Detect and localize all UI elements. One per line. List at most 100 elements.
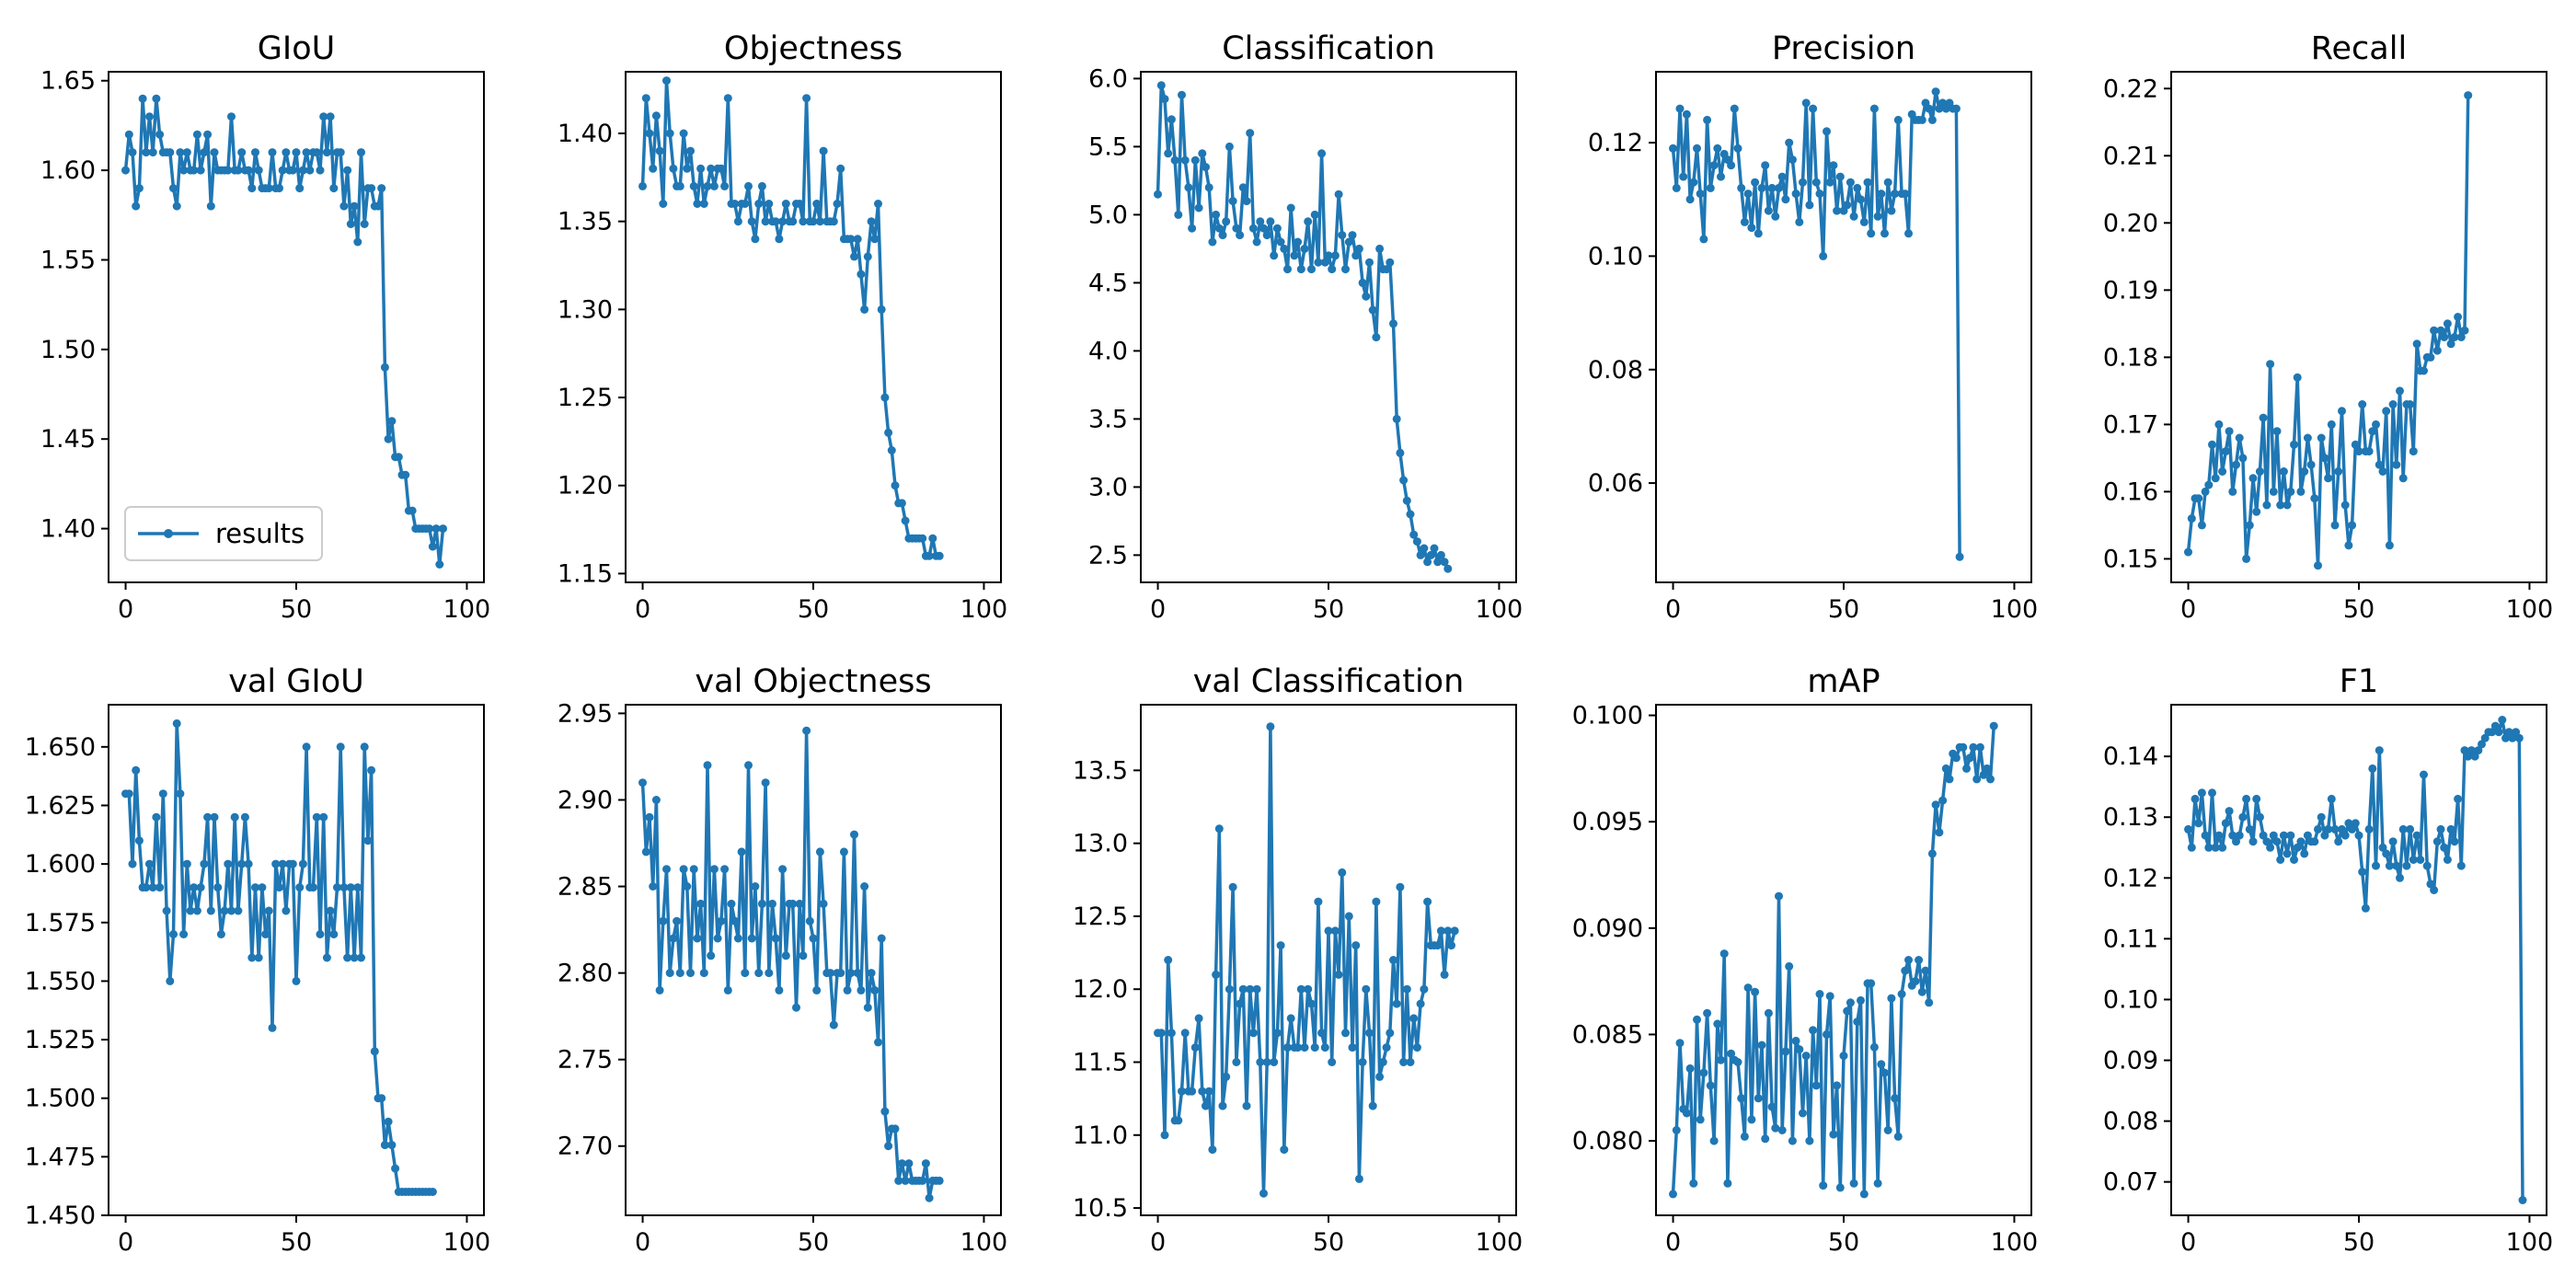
data-point [2498, 716, 2507, 724]
data-point [1757, 183, 1766, 192]
data-point [757, 181, 766, 190]
data-point [384, 1117, 393, 1126]
data-point [1204, 183, 1213, 192]
data-point [1825, 992, 1834, 1001]
data-point [1420, 984, 1429, 994]
data-point [1225, 984, 1234, 994]
data-point [1222, 217, 1231, 226]
data-point [2317, 433, 2326, 443]
data-point [730, 916, 740, 926]
data-point [2310, 494, 2319, 503]
data-point [1334, 970, 1343, 979]
data-point [921, 1159, 930, 1168]
data-point [1396, 882, 1405, 891]
data-point [1304, 984, 1313, 994]
x-tick-label: 100 [1991, 1228, 2039, 1257]
data-point [1188, 1087, 1197, 1096]
data-point [169, 930, 178, 938]
data-point [659, 200, 668, 208]
data-point [312, 812, 321, 822]
data-point [2242, 554, 2251, 563]
data-point [1897, 990, 1906, 998]
data-point [1259, 224, 1268, 233]
data-point [1901, 190, 1910, 199]
x-tick-label: 0 [2180, 595, 2196, 624]
data-point [1833, 1081, 1842, 1090]
data-point [1304, 217, 1313, 226]
data-point [271, 859, 281, 868]
data-point [669, 934, 678, 943]
data-point [2446, 824, 2455, 834]
data-point [1751, 178, 1760, 187]
data-point [346, 220, 355, 228]
data-point [673, 916, 682, 926]
data-point [192, 906, 201, 915]
data-point [142, 148, 151, 157]
data-point [336, 742, 345, 752]
data-point [843, 985, 852, 995]
data-point [918, 1176, 927, 1185]
x-tick-label: 100 [1476, 595, 1524, 624]
data-point [1238, 984, 1248, 994]
data-point [778, 217, 788, 226]
data-point [1867, 979, 1876, 988]
data-point [2372, 420, 2380, 429]
data-point [2344, 541, 2353, 550]
data-point [839, 847, 848, 857]
data-point [312, 148, 321, 157]
data-point [1198, 149, 1207, 158]
data-point [1170, 155, 1179, 165]
data-point [2416, 856, 2425, 864]
data-point [305, 166, 315, 175]
data-point [1324, 251, 1333, 260]
data-point [350, 953, 359, 962]
data-point [1986, 775, 1995, 784]
data-point [1717, 1055, 1725, 1064]
y-tick-label: 1.35 [558, 208, 613, 236]
data-point [1740, 1132, 1749, 1141]
data-point [1160, 95, 1169, 104]
data-point [2351, 440, 2360, 449]
data-point [2242, 794, 2251, 803]
y-tick-label: 2.90 [558, 786, 613, 814]
data-point [2334, 837, 2343, 846]
data-point [805, 916, 814, 926]
data-point [370, 1047, 379, 1056]
data-point [901, 1176, 910, 1185]
y-tick-label: 0.16 [2103, 477, 2158, 506]
data-point [2235, 831, 2244, 840]
data-point [867, 217, 876, 226]
panels: GIoU 0 50 100 1.40 1.45 1.50 1.55 1.60 1.65 result… [25, 30, 2554, 1257]
data-point [1396, 448, 1405, 457]
data-point [2402, 861, 2411, 870]
data-point [1811, 1081, 1821, 1090]
data-point [1406, 510, 1415, 519]
data-point [1328, 1058, 1337, 1066]
data-point [2460, 326, 2469, 335]
y-tick-label: 1.550 [25, 967, 96, 995]
data-point [1829, 161, 1838, 170]
data-point [2228, 487, 2237, 496]
data-point [1228, 197, 1237, 206]
data-point [158, 789, 167, 799]
data-point [128, 148, 137, 157]
data-point [138, 94, 147, 103]
data-point [1232, 1058, 1241, 1066]
data-point [1344, 237, 1353, 247]
data-point [2259, 413, 2268, 422]
data-point [1733, 144, 1742, 153]
data-point [1693, 1015, 1701, 1024]
data-point [1296, 984, 1305, 994]
data-point [1737, 183, 1746, 192]
data-point [339, 201, 349, 211]
data-point [2440, 333, 2449, 341]
y-tick-label: 0.14 [2103, 742, 2158, 771]
data-point [1375, 1072, 1385, 1081]
x-tick-label: 100 [1991, 595, 2039, 624]
data-point [1184, 183, 1193, 192]
data-point [2187, 843, 2196, 852]
data-point [2194, 819, 2203, 828]
data-point [1867, 229, 1876, 238]
data-point [709, 865, 719, 874]
data-point [802, 726, 811, 735]
